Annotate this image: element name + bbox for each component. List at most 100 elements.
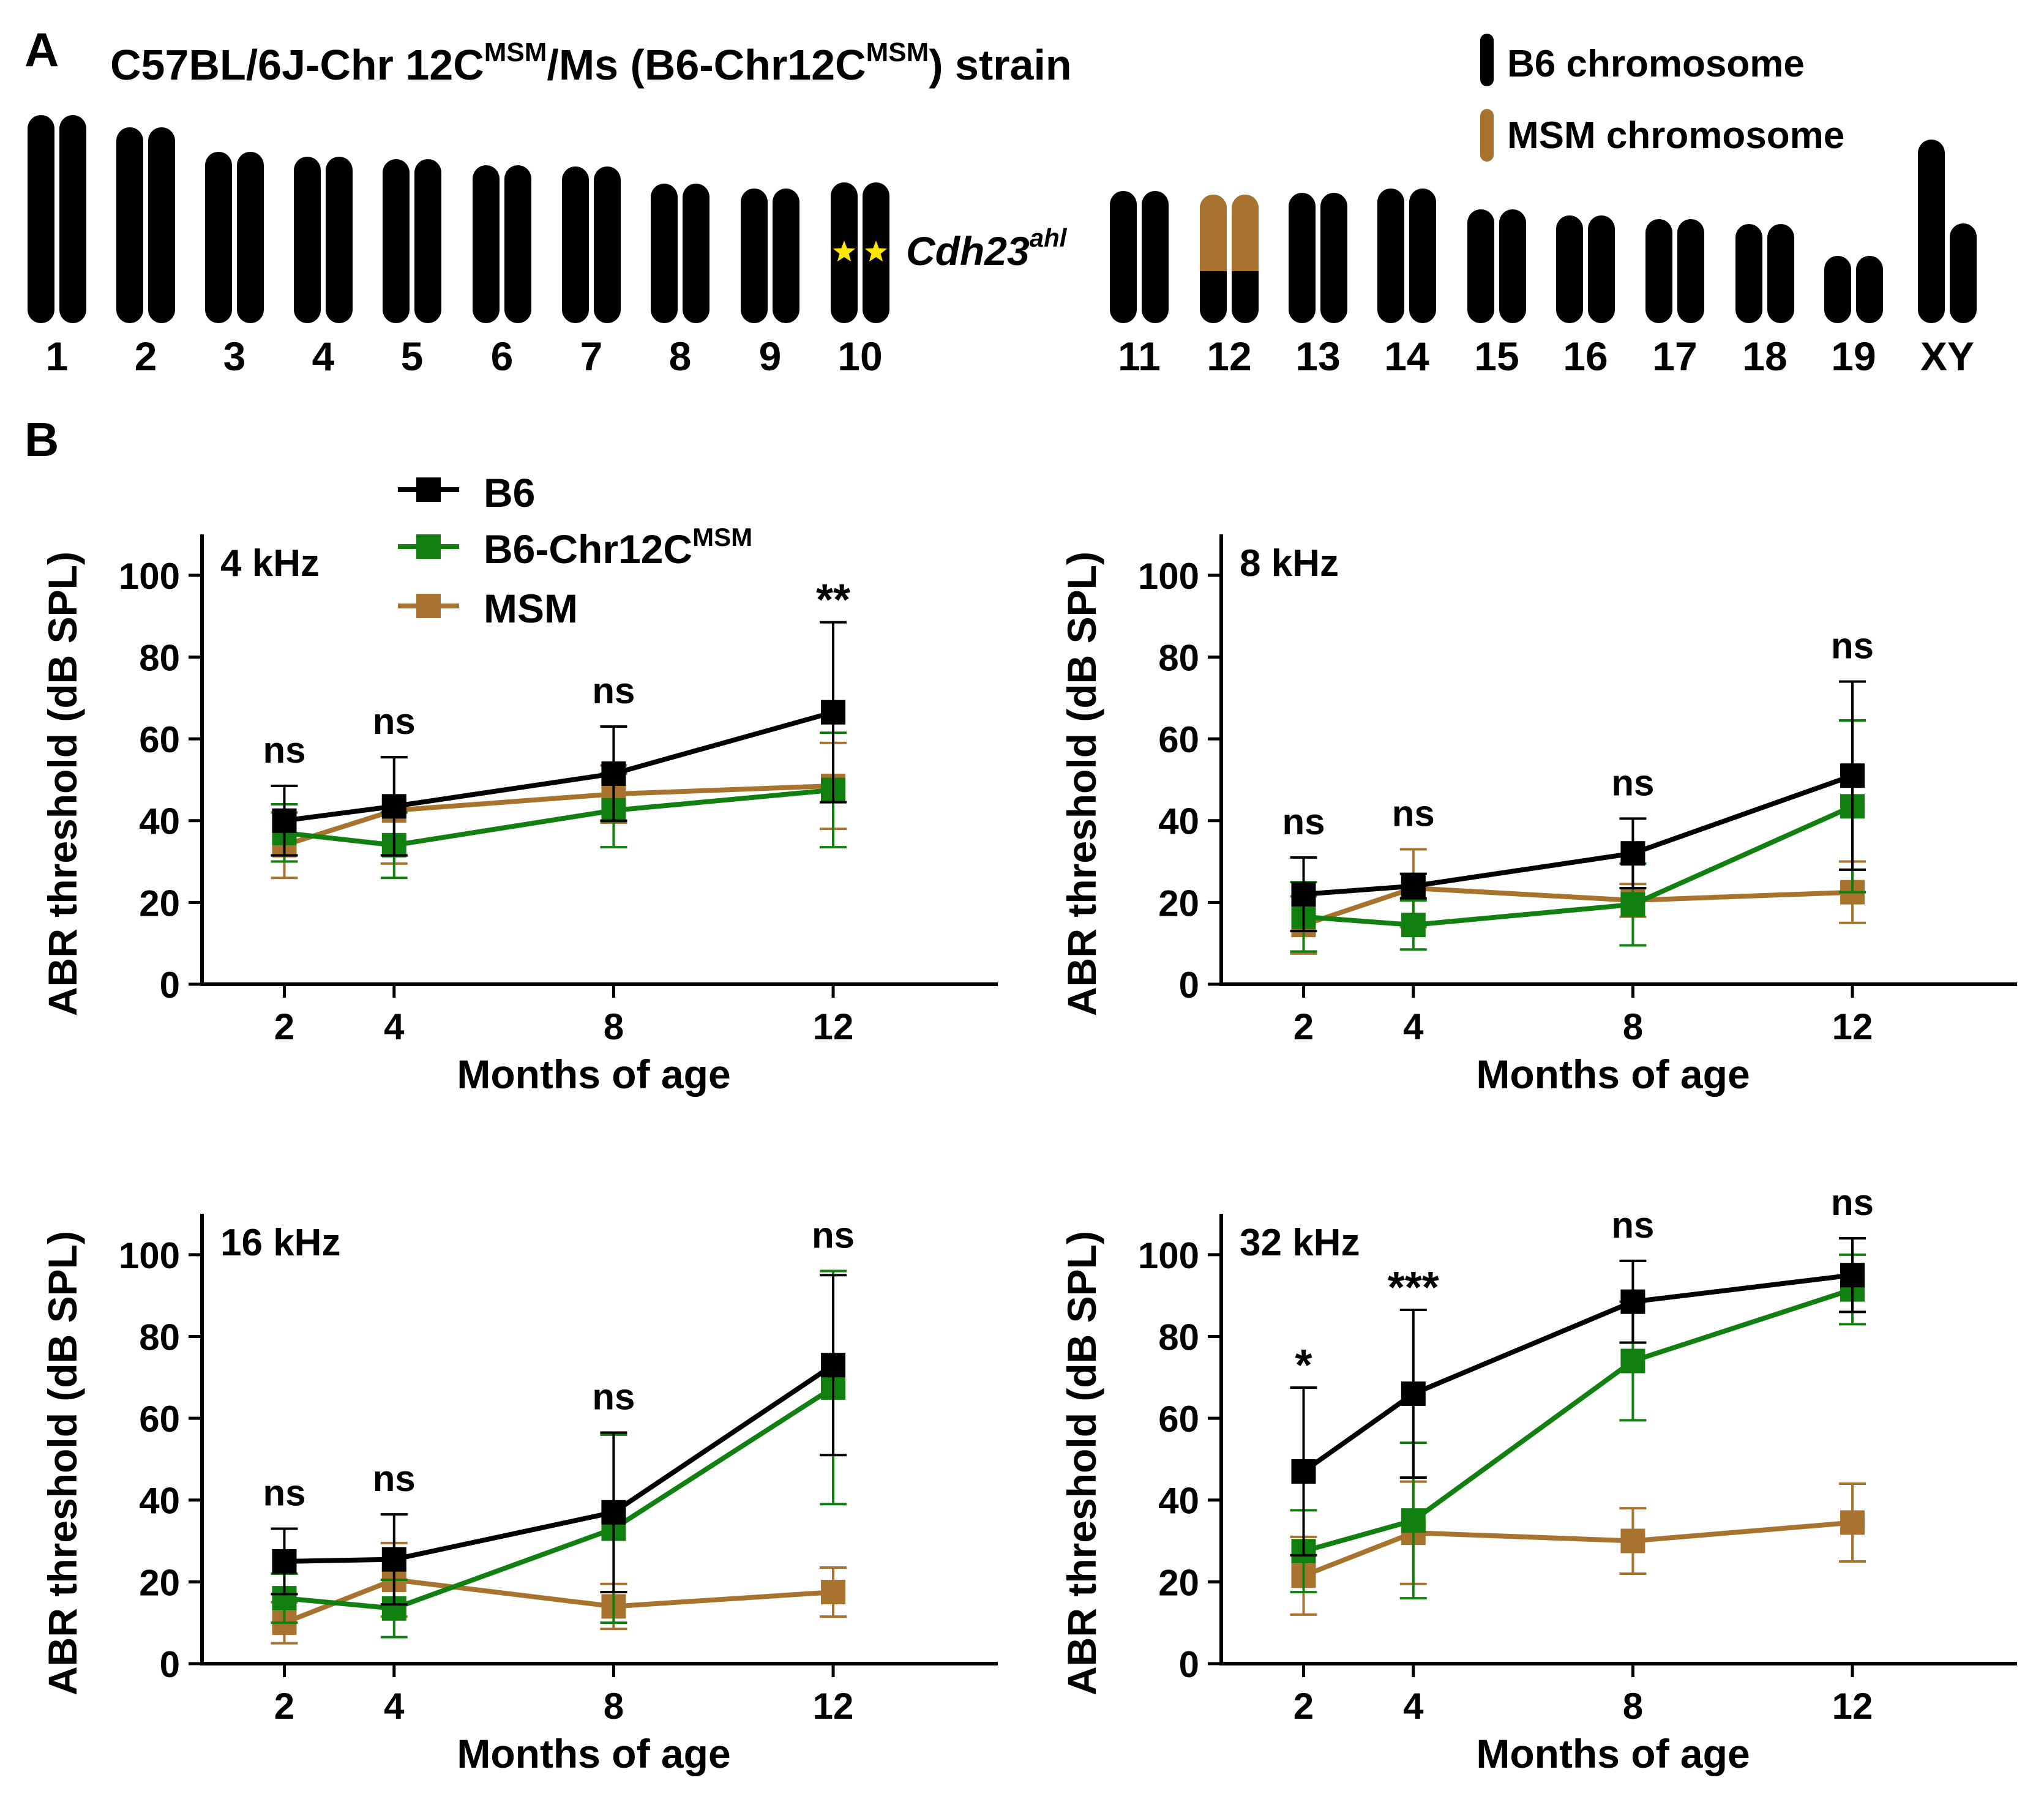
series-line (1303, 773, 1854, 897)
chromosome-11-b (1142, 191, 1169, 323)
chromosome-16-a (1556, 215, 1583, 323)
significance-label: ns (592, 670, 635, 711)
legend-msm-chromosome-label: MSM chromosome (1507, 114, 1844, 157)
chromosome-13-b (1320, 193, 1347, 323)
chart-title: 8 kHz (1240, 542, 1339, 585)
gene-label: Cdh23ahl (906, 223, 1068, 274)
legend-msm-chromosome-swatch (1480, 109, 1494, 162)
series-chr12 (271, 1269, 847, 1639)
data-point (1291, 1459, 1316, 1484)
chromosome-label-1: 1 (46, 334, 69, 379)
x-axis-title: Months of age (1476, 1052, 1750, 1097)
data-point (1840, 1510, 1865, 1535)
significance-label: *** (1388, 1263, 1439, 1312)
x-tick-label: 4 (384, 1686, 405, 1727)
series-chr12 (271, 731, 847, 880)
chromosome-label-3: 3 (223, 334, 246, 379)
legend-chr12-text: B6-Chr12C (484, 526, 692, 572)
strain-title-sup1: MSM (484, 37, 547, 67)
data-point (821, 1353, 846, 1378)
series-line (1303, 1287, 1854, 1554)
chromosome-8-b (683, 184, 709, 323)
chromosome-label-10: 10 (837, 334, 882, 379)
series-b6 (1290, 680, 1866, 933)
chromosome-label-xy: XY (1920, 334, 1974, 379)
data-point (381, 794, 406, 819)
x-tick-label: 12 (813, 1006, 854, 1047)
chromosome-7-b (594, 166, 621, 323)
data-point (1620, 892, 1645, 917)
data-point (1620, 1348, 1645, 1374)
significance-label: ns (592, 1376, 635, 1417)
chromosome-12-b-msm-segment (1232, 195, 1259, 271)
chromosome-16-b (1588, 215, 1615, 323)
data-point (601, 1500, 626, 1525)
chromosome-2-a (116, 127, 143, 323)
x-tick-label: 2 (274, 1006, 294, 1047)
chromosome-label-2: 2 (135, 334, 157, 379)
chromosome-label-16: 16 (1563, 334, 1608, 379)
cdh23-locus-star-icon (864, 241, 888, 262)
data-point (1401, 1381, 1426, 1406)
significance-label: ns (1392, 793, 1435, 834)
y-tick-label: 0 (1179, 965, 1199, 1006)
series-line (284, 787, 834, 848)
series-msm (1290, 1480, 1866, 1616)
strain-title: C57BL/6J-Chr 12CMSM/Ms (B6-Chr12CMSM) st… (110, 37, 1072, 89)
chromosome-label-14: 14 (1384, 334, 1429, 379)
chromosome-18-b (1767, 224, 1794, 323)
legend-msm-label: MSM (484, 586, 578, 631)
chromosome-label-8: 8 (669, 334, 692, 379)
chromosome-label-7: 7 (580, 334, 603, 379)
chromosome-9-b (773, 189, 799, 323)
series-b6 (271, 621, 847, 857)
chromosome-label-6: 6 (491, 334, 514, 379)
y-tick-label: 80 (1158, 1317, 1199, 1358)
gene-name: Cdh23 (906, 228, 1030, 274)
y-tick-label: 40 (139, 1481, 180, 1522)
x-tick-label: 8 (1623, 1686, 1643, 1727)
series-b6 (271, 1274, 847, 1606)
y-tick-label: 60 (1158, 1399, 1199, 1440)
series-line (1303, 804, 1854, 928)
significance-label: * (1295, 1341, 1312, 1390)
chromosome-4-b (326, 157, 353, 323)
strain-title-part1: C57BL/6J-Chr 12C (110, 41, 484, 89)
chart-title: 4 kHz (220, 542, 320, 585)
chromosome-label-9: 9 (759, 334, 782, 379)
data-point (1401, 873, 1426, 899)
data-point (1840, 1263, 1865, 1288)
chromosome-label-5: 5 (401, 334, 424, 379)
legend-b6-chromosome-swatch (1480, 34, 1494, 86)
data-point (1840, 763, 1865, 788)
data-point (1401, 913, 1426, 938)
chromosome-13-a (1289, 193, 1316, 323)
data-point (381, 1547, 406, 1572)
chromosome-19-a (1824, 256, 1851, 323)
chromosome-label-17: 17 (1652, 334, 1697, 379)
strain-title-part2: /Ms (B6-Chr12C (547, 41, 866, 89)
chromosome-label-4: 4 (312, 334, 335, 379)
x-axis-title: Months of age (457, 1052, 730, 1097)
legend-b6-chromosome-label: B6 chromosome (1507, 43, 1805, 85)
chromosome-2-b (148, 127, 175, 323)
series-line (1303, 885, 1853, 927)
x-tick-label: 4 (384, 1006, 405, 1047)
x-tick-label: 8 (604, 1686, 624, 1727)
chromosome-1-b (59, 115, 86, 323)
chart-panel-4: 0 20 40 60 80 100 2 4 8 12 Months of age ABR thresh… (1059, 1182, 2017, 1776)
chromosome-14-b (1409, 189, 1436, 323)
y-tick-label: 80 (139, 637, 180, 678)
y-tick-label: 100 (1138, 1235, 1199, 1276)
significance-label: ** (816, 576, 850, 625)
chromosome-17-b (1677, 219, 1704, 323)
y-axis-title: ABR threshold (dB SPL) (1059, 551, 1104, 1016)
significance-label: ns (373, 701, 416, 742)
y-tick-label: 0 (160, 1644, 180, 1685)
chart-panel-1: 0 20 40 60 80 100 2 4 8 12 Months of age ABR thresh… (40, 534, 998, 1097)
chromosome-7-a (562, 166, 589, 323)
chromosome-15-b (1499, 209, 1526, 323)
y-tick-label: 40 (139, 801, 180, 842)
